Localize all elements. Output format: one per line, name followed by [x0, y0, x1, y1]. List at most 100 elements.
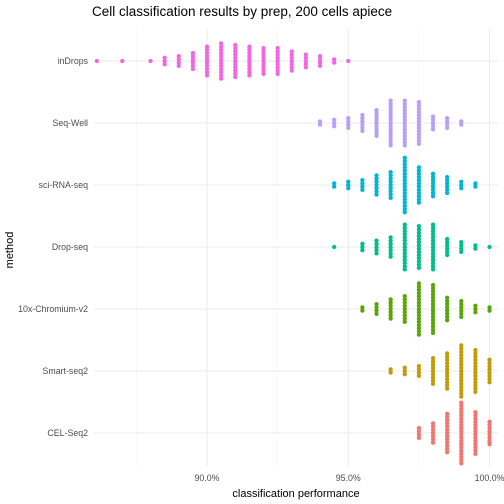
data-point: [459, 461, 464, 466]
data-point: [459, 298, 464, 304]
data-point: [416, 246, 422, 251]
data-point: [388, 244, 393, 250]
data-point: [416, 243, 422, 248]
data-point: [430, 228, 436, 234]
data-point: [388, 238, 393, 243]
data-point: [346, 58, 351, 64]
data-point: [459, 403, 464, 408]
data-point: [487, 429, 492, 434]
data-point: [445, 298, 450, 304]
data-point: [346, 119, 351, 124]
data-point: [148, 58, 153, 64]
data-point: [402, 143, 407, 148]
data-point: [204, 54, 210, 59]
data-point: [402, 365, 407, 370]
data-point: [162, 55, 167, 60]
data-point: [487, 376, 492, 382]
data-point: [275, 55, 280, 60]
data-point: [416, 262, 422, 267]
data-point: [459, 445, 464, 450]
data-point: [459, 352, 464, 358]
data-point: [204, 57, 210, 62]
data-point: [487, 244, 492, 250]
data-point: [473, 438, 478, 444]
data-point: [459, 391, 464, 396]
data-point: [445, 360, 450, 366]
data-point: [388, 316, 393, 321]
data-point: [374, 186, 379, 191]
data-point: [445, 424, 450, 429]
chart-title: Cell classification results by prep, 200…: [92, 4, 392, 19]
data-point: [402, 244, 407, 250]
data-point: [430, 257, 436, 262]
data-point: [247, 70, 252, 75]
data-point: [459, 426, 464, 431]
data-point: [233, 58, 238, 64]
data-point: [374, 173, 379, 178]
data-point: [402, 200, 407, 205]
data-point: [402, 206, 407, 212]
data-point: [473, 357, 478, 362]
data-points: [94, 41, 492, 466]
data-point: [487, 419, 492, 424]
data-point: [430, 292, 436, 297]
data-point: [430, 222, 436, 227]
data-point: [473, 442, 478, 447]
data-point: [261, 65, 266, 70]
data-point: [275, 62, 280, 67]
data-point: [473, 243, 478, 248]
data-point: [445, 295, 450, 300]
data-point: [402, 257, 407, 262]
data-point: [459, 448, 464, 453]
data-point: [402, 228, 407, 234]
data-point: [261, 58, 266, 64]
data-point: [388, 182, 393, 188]
data-point: [360, 128, 365, 134]
data-point: [473, 306, 478, 312]
data-point: [416, 230, 422, 235]
data-point: [360, 125, 365, 130]
data-point: [374, 251, 379, 256]
data-point: [360, 187, 365, 192]
data-point: [445, 373, 450, 378]
data-point: [416, 435, 422, 440]
data-point: [430, 187, 436, 192]
data-point: [402, 136, 407, 142]
data-point: [459, 349, 464, 354]
data-point: [218, 50, 224, 56]
data-point: [430, 365, 436, 370]
data-point: [388, 143, 393, 148]
data-point: [416, 265, 422, 270]
data-point: [459, 346, 464, 351]
data-point: [374, 114, 379, 119]
data-point: [459, 416, 464, 421]
data-point: [430, 427, 436, 432]
data-point: [445, 440, 450, 445]
data-point: [289, 68, 294, 73]
data-point: [445, 430, 450, 436]
data-point: [402, 222, 407, 227]
data-point: [176, 63, 181, 68]
data-point: [459, 368, 464, 374]
data-point: [416, 294, 422, 299]
data-point: [402, 294, 407, 299]
data-point: [416, 373, 422, 378]
data-point: [430, 311, 436, 316]
data-point: [331, 124, 337, 129]
data-point: [430, 114, 436, 119]
data-point: [445, 370, 450, 375]
data-point: [402, 194, 407, 199]
data-point: [430, 254, 436, 259]
data-point: [459, 179, 464, 184]
data-point: [416, 290, 422, 296]
data-point: [430, 174, 436, 180]
data-point: [430, 372, 436, 377]
data-point: [416, 181, 422, 186]
data-point: [402, 168, 407, 173]
data-point: [445, 122, 450, 127]
data-point: [416, 287, 422, 292]
data-point: [459, 438, 464, 444]
data-point: [416, 184, 422, 189]
data-point: [317, 63, 323, 68]
data-point: [459, 429, 464, 434]
